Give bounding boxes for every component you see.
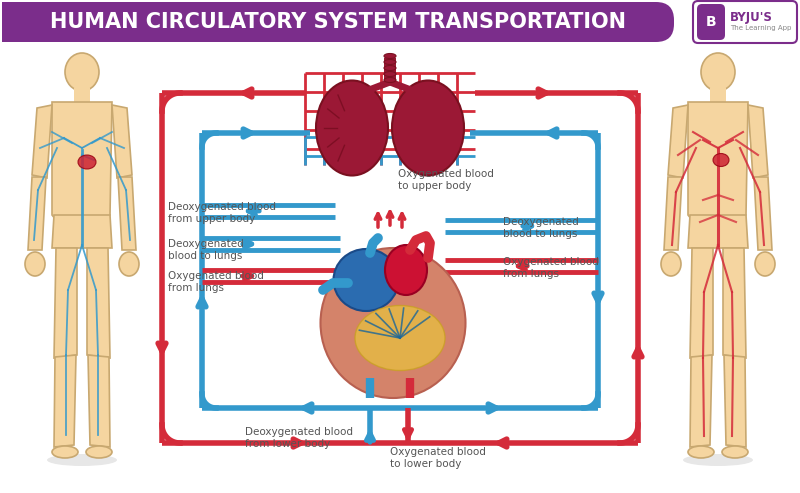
FancyBboxPatch shape [2, 2, 674, 42]
Polygon shape [52, 215, 112, 248]
Polygon shape [688, 102, 748, 225]
Ellipse shape [385, 245, 427, 295]
Bar [384, 58, 396, 84]
Text: Deoxygenated blood
from upper body: Deoxygenated blood from upper body [168, 202, 276, 224]
Text: Deoxygenated
blood to lungs: Deoxygenated blood to lungs [503, 217, 578, 239]
Ellipse shape [683, 454, 753, 466]
Polygon shape [690, 355, 712, 447]
Polygon shape [664, 177, 682, 250]
Ellipse shape [722, 446, 748, 458]
Polygon shape [724, 355, 746, 447]
Text: HUMAN CIRCULATORY SYSTEM TRANSPORTATION: HUMAN CIRCULATORY SYSTEM TRANSPORTATION [50, 12, 626, 32]
Polygon shape [112, 105, 132, 178]
Ellipse shape [65, 53, 99, 91]
Polygon shape [668, 105, 688, 178]
FancyBboxPatch shape [697, 4, 725, 40]
Text: Oxygenated blood
to lower body: Oxygenated blood to lower body [390, 447, 486, 469]
Polygon shape [748, 105, 768, 178]
Ellipse shape [384, 71, 396, 76]
Bar [74, 88, 90, 104]
Polygon shape [688, 215, 748, 248]
Polygon shape [28, 177, 46, 250]
Ellipse shape [701, 53, 735, 91]
Polygon shape [54, 248, 77, 358]
Ellipse shape [119, 252, 139, 276]
Ellipse shape [384, 66, 396, 70]
Ellipse shape [713, 153, 729, 167]
Ellipse shape [392, 80, 464, 176]
Polygon shape [52, 102, 112, 225]
Text: Oxygenated blood
to upper body: Oxygenated blood to upper body [398, 169, 494, 191]
Ellipse shape [47, 454, 117, 466]
Polygon shape [87, 248, 110, 358]
Ellipse shape [355, 306, 445, 371]
Ellipse shape [384, 77, 396, 82]
Polygon shape [54, 355, 76, 447]
Ellipse shape [334, 249, 398, 311]
Text: Oxygenated blood
from lungs: Oxygenated blood from lungs [503, 257, 599, 279]
Bar [2, 2, 32, 42]
Polygon shape [118, 177, 136, 250]
Polygon shape [754, 177, 772, 250]
Bar [710, 88, 726, 104]
Text: Deoxygenated blood
from lower body: Deoxygenated blood from lower body [245, 427, 353, 449]
Polygon shape [690, 248, 713, 358]
Ellipse shape [86, 446, 112, 458]
Text: B: B [706, 15, 716, 29]
Ellipse shape [25, 252, 45, 276]
Text: Deoxygenated
blood to lungs: Deoxygenated blood to lungs [168, 239, 244, 261]
Polygon shape [723, 248, 746, 358]
Text: The Learning App: The Learning App [730, 25, 791, 31]
Ellipse shape [755, 252, 775, 276]
Ellipse shape [384, 60, 396, 65]
Ellipse shape [661, 252, 681, 276]
Polygon shape [32, 105, 52, 178]
Text: Oxygenated blood
from lungs: Oxygenated blood from lungs [168, 271, 264, 293]
Ellipse shape [316, 80, 388, 176]
Ellipse shape [688, 446, 714, 458]
Ellipse shape [321, 248, 466, 398]
FancyBboxPatch shape [693, 1, 797, 43]
Text: BYJU'S: BYJU'S [730, 10, 773, 24]
Ellipse shape [52, 446, 78, 458]
Ellipse shape [384, 54, 396, 59]
Ellipse shape [78, 155, 96, 169]
Polygon shape [88, 355, 110, 447]
